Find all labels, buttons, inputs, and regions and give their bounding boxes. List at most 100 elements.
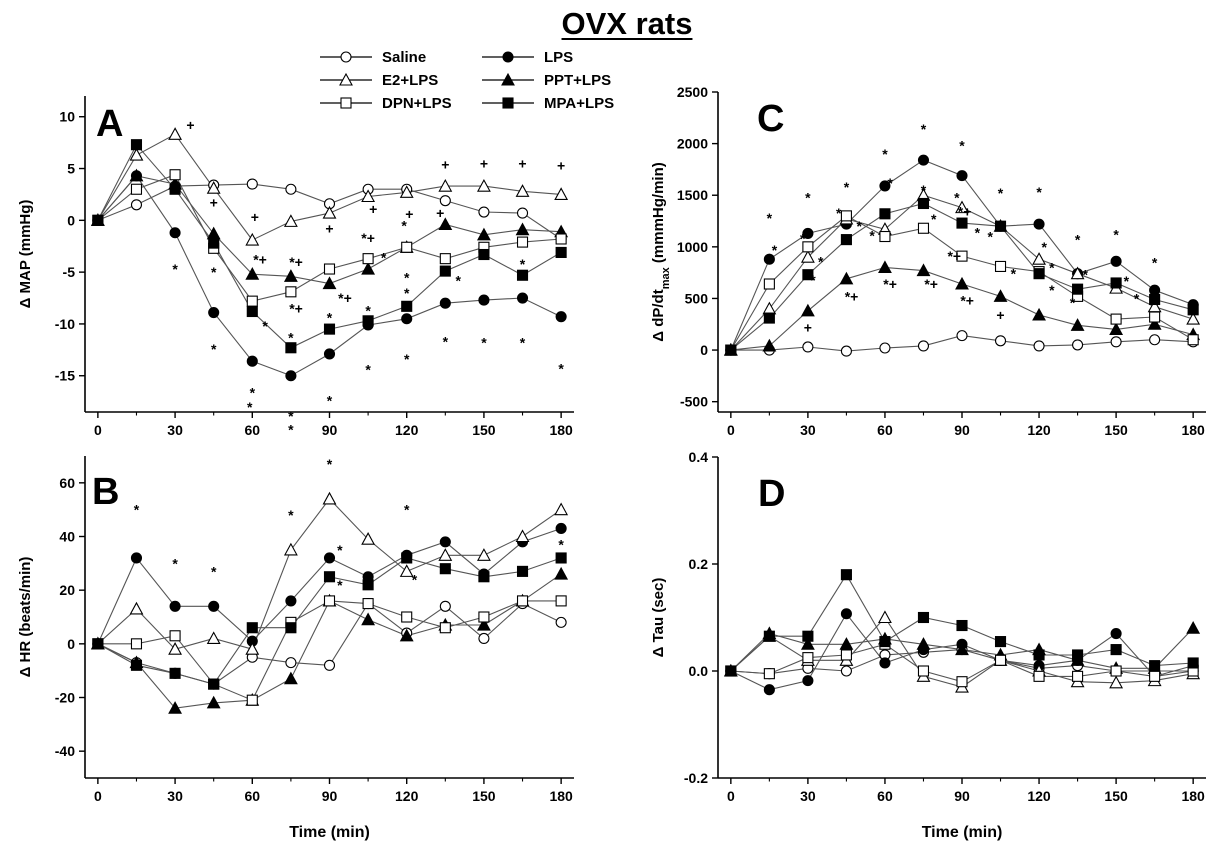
panel-c-data-point [1033,340,1045,352]
panel-b-data-point [245,642,260,655]
panel-c-data-point [1109,322,1124,335]
panel-d-data-point [1033,649,1045,661]
panel-c-significance-mark: * [1134,290,1140,306]
panel-a-data-point [130,183,143,195]
panel-a-significance-mark: + [369,201,377,217]
panel-b-data-point [246,622,258,634]
panel-d-data-point [763,668,775,680]
panel-a-significance-mark: + [325,221,333,237]
panel-c-data-point [840,234,852,246]
panel-c-significance-mark: + [804,319,812,335]
panel-a-data-point [130,199,143,211]
panel-a-data-point [245,232,260,246]
panel-b-data-point [476,617,491,631]
panel-a-significance-mark: * [365,362,371,378]
panel-a-data-point [285,370,297,382]
panel-c-data-point [1110,336,1122,348]
legend: Saline LPS E2+LPS PPT+LPS DPN+LPS MPA+LPS [320,49,614,112]
panel-a-data-point [362,315,374,327]
panel-c-data-point [1033,218,1045,230]
panel-c-data-point [1149,334,1161,346]
panel-a-significance-mark: + [210,195,218,211]
panel-c-significance-mark: * [1152,254,1158,270]
panel-c-y-tick-label: 2000 [677,136,708,152]
panel-a-significance-mark: * [381,250,387,266]
panel-c-x-tick-label: 120 [1027,422,1051,438]
panel-c-data-point [763,253,775,265]
page-title: OVX rats [561,6,693,41]
panel-b-data-point [555,595,567,607]
panel-c-significance-mark: * [1083,267,1089,283]
panel-c-significance-mark: * [988,229,994,245]
panel-c-data-point [1070,266,1085,280]
panel-a-data-point [478,206,490,218]
panel-c-significance-mark: * [818,253,824,269]
panel-c-data-point [917,340,930,352]
panel-b-data-point [285,595,297,607]
panel-c-significance-mark: * [1041,239,1047,255]
panel-a-data-point [401,300,413,312]
panel-a-data-point [168,127,183,140]
panel-a-data-point [439,253,451,265]
panel-a-data-point [323,323,336,335]
panel-a-y-tick-label: -10 [55,316,75,332]
panel-c-data-point [1187,334,1199,346]
panel-a-significance-mark: + [186,117,194,133]
panel-c-significance-mark: * [882,146,888,162]
panel-b-data-point [168,701,183,714]
panel-b-data-point [555,616,567,628]
panel-d-data-point [1109,675,1124,689]
panel-a-data-point [439,297,451,309]
panel-c-data-point [802,241,814,253]
panel-c-x-tick-label: 30 [800,422,816,438]
panel-b-significance-mark: * [172,555,178,571]
panel-d-data-point [840,665,852,677]
panel-c-data-point [1147,317,1162,330]
panel-c-data-point [802,341,814,353]
panel-b-data-point [130,659,143,671]
panel-a-data-point [130,139,143,151]
panel-b-data-point [439,622,451,634]
panel-a-significance-mark: * [558,360,564,376]
panel-b-x-tick-label: 120 [395,788,419,804]
panel-c-data-point [763,278,775,290]
panel-c-data-point [1072,339,1084,351]
panel-d-data-point [879,657,891,669]
panel-c-data-point [762,301,777,315]
panel-a-significance-mark: * [211,341,217,357]
panel-b-data-point [323,571,336,583]
panel-b-data-point [208,600,220,612]
legend-marker [340,51,352,63]
panel-a-letter: A [96,103,123,145]
panel-b-x-tick-label: 30 [167,788,183,804]
panel-a-significance-mark: + [441,156,449,172]
panel-a-significance-mark: * [262,318,268,334]
panel-c-significance-mark: * [836,205,842,221]
panel-c-x-tick-label: 0 [727,422,735,438]
panel-a-x-tick-label: 30 [167,422,183,438]
panel-d-data-point [1110,665,1122,677]
panel-c-significance-mark: * [869,227,875,243]
panel-c-data-point [762,338,777,352]
panel-b-x-axis-label: Time (min) [289,824,370,841]
panel-a-data-point [323,348,336,360]
panel-a-data-point [516,236,529,248]
panel-b-significance-mark: * [337,577,343,593]
panel-b-data-point [169,630,181,642]
panel-a-x-tick-label: 120 [395,422,419,438]
panel-a-data-point [476,227,491,241]
panel-c-significance-mark: + [996,307,1004,323]
panel-c-data-point [840,210,852,222]
panel-c-significance-mark: * [998,185,1004,201]
panel-a-data-point [283,269,298,282]
panel-d-data-point [956,619,968,632]
panel-a-significance-mark: *+ [361,230,375,246]
panel-b-data-point [401,611,413,623]
panel-c-y-tick-label: 1000 [677,239,708,255]
panel-b-data-point [478,632,490,645]
panel-c-significance-mark: * [805,189,811,205]
legend-label: E2+LPS [382,72,438,89]
panel-c-data-point [917,154,930,166]
panel-b-data-point [399,564,414,577]
panel-c-significance-mark: * [844,179,850,195]
